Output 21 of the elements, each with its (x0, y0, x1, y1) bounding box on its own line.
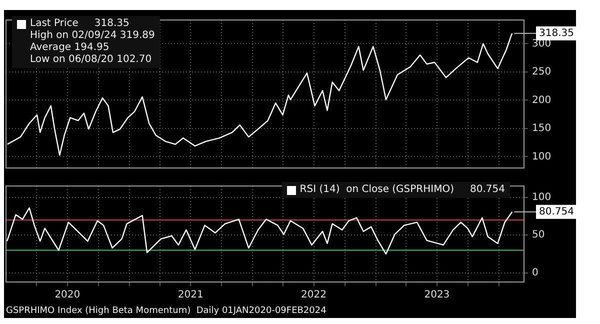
y-tick-label: 50 (532, 230, 545, 241)
annotation: Low on 06/08/20 102.70 (29, 54, 153, 66)
text: GSPRHIMO Index (High Beta Momentum) Daily 01JAN2020-09FEB2024 (6, 306, 326, 316)
x-tick-label: 2023 (424, 290, 450, 301)
text: 318.35 (94, 18, 130, 29)
annotation: 318.35 (539, 28, 574, 39)
y-tick-label: 100 (532, 192, 552, 203)
y-tick-label: 250 (532, 66, 552, 78)
legend-label: Last Price (30, 18, 78, 30)
x-tick-label: 2022 (301, 290, 326, 301)
legend-label: RSI (14) on Close (GSPRHIMO) (300, 184, 454, 196)
y-tick-label: 100 (532, 151, 552, 162)
text: 80.754 (539, 206, 574, 218)
x-tick-label: 2020 (54, 290, 80, 301)
annotation: 80.754 (470, 184, 505, 196)
annotation: High on 02/09/24 319.89 (29, 30, 155, 42)
y-tick-label: 200 (532, 94, 552, 106)
y-tick-label: 150 (532, 123, 552, 134)
y-tick-label: 0 (532, 268, 538, 279)
annotation: Average 194.95 (29, 42, 110, 54)
x-tick-label: 2021 (178, 290, 204, 301)
